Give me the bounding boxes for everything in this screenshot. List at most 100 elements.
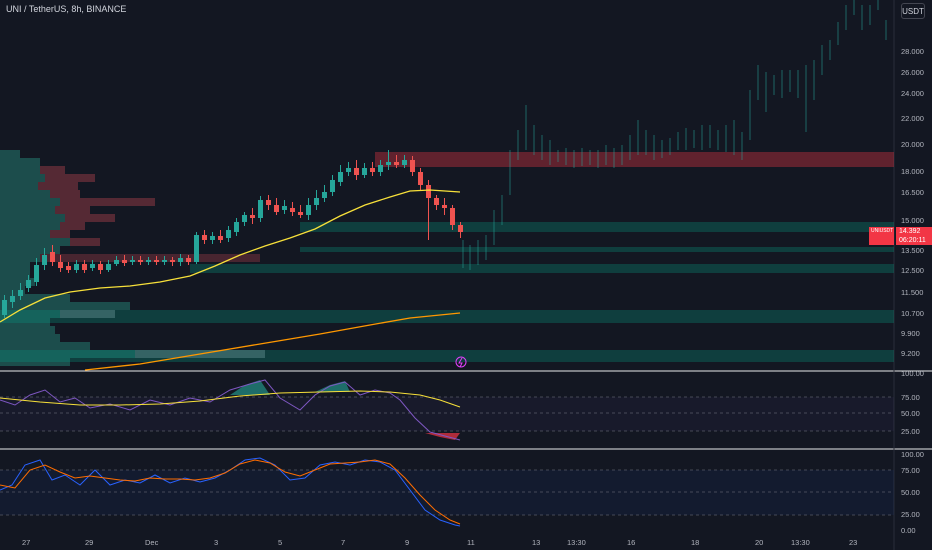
time-axis-label: 27 bbox=[22, 538, 31, 547]
time-axis-label: Dec bbox=[145, 538, 159, 547]
price-axis-label: 20.000 bbox=[901, 140, 924, 149]
price-axis-label: 9.900 bbox=[901, 329, 920, 338]
time-axis-label: 9 bbox=[405, 538, 410, 547]
candle-body bbox=[122, 260, 127, 263]
time-axis-label: 5 bbox=[278, 538, 283, 547]
candle-body bbox=[226, 230, 231, 238]
stoch-axis-label: 25.00 bbox=[901, 510, 920, 519]
price-axis-label: 16.500 bbox=[901, 188, 924, 197]
short-moving-average bbox=[0, 189, 461, 323]
candle-body bbox=[34, 265, 39, 282]
time-axis-label: 7 bbox=[341, 538, 346, 547]
time-axis-label: 11 bbox=[467, 538, 475, 547]
candle-body bbox=[330, 180, 335, 192]
candle-body bbox=[442, 205, 447, 208]
candle-body bbox=[106, 264, 111, 270]
candle-body bbox=[66, 266, 71, 270]
lightning-icon[interactable] bbox=[455, 356, 467, 368]
candle-body bbox=[418, 172, 423, 185]
price-axis-label: 28.000 bbox=[901, 47, 924, 56]
candle-body bbox=[378, 165, 383, 172]
currency-button[interactable]: USDT bbox=[901, 3, 925, 19]
candle-body bbox=[450, 208, 455, 225]
candle-body bbox=[194, 235, 199, 262]
candle-body bbox=[266, 200, 271, 205]
candle-body bbox=[42, 255, 47, 265]
candle-body bbox=[386, 162, 391, 165]
projection-wicks bbox=[462, 0, 887, 270]
candle-body bbox=[370, 168, 375, 172]
candle-body bbox=[282, 206, 287, 210]
candle-body bbox=[202, 235, 207, 240]
candle-body bbox=[98, 264, 103, 270]
candle-body bbox=[138, 260, 143, 262]
candle-body bbox=[130, 260, 135, 262]
support-resistance-zones bbox=[0, 152, 894, 362]
candle-body bbox=[258, 200, 263, 218]
candle-body bbox=[434, 198, 439, 205]
candle-body bbox=[314, 198, 319, 205]
current-price-box: 14.392 06:20:11 bbox=[896, 227, 932, 245]
candle-body bbox=[74, 264, 79, 270]
candle-body bbox=[298, 212, 303, 215]
time-axis-label: 13 bbox=[532, 538, 541, 547]
price-axis-label: 11.500 bbox=[901, 288, 924, 297]
candle-body bbox=[154, 260, 159, 262]
candle-body bbox=[218, 236, 223, 240]
candle-body bbox=[250, 215, 255, 218]
candle-body bbox=[322, 192, 327, 198]
time-axis-label: 29 bbox=[85, 538, 94, 547]
candle-body bbox=[338, 172, 343, 182]
price-axis-label: 15.000 bbox=[901, 216, 924, 225]
candle-body bbox=[242, 215, 247, 222]
candle-body bbox=[458, 225, 463, 232]
candle-body bbox=[178, 258, 183, 262]
candle-body bbox=[18, 290, 23, 296]
time-axis-label: 18 bbox=[691, 538, 700, 547]
countdown-timer: 06:20:11 bbox=[899, 237, 926, 244]
price-axis-label: 24.000 bbox=[901, 89, 924, 98]
current-symbol: UNIUSDT bbox=[871, 228, 894, 234]
candle-body bbox=[346, 168, 351, 172]
price-axis-label: 22.000 bbox=[901, 114, 924, 123]
long-moving-average bbox=[84, 312, 461, 371]
candle-body bbox=[306, 205, 311, 215]
rsi-panel bbox=[0, 379, 894, 441]
candle-body bbox=[114, 260, 119, 264]
stoch-axis-label: 0.00 bbox=[901, 526, 916, 535]
candle-body bbox=[58, 262, 63, 268]
current-price-tag: UNIUSDT bbox=[869, 227, 894, 245]
time-axis-label: 23 bbox=[849, 538, 858, 547]
time-axis-label: 13:30 bbox=[567, 538, 586, 547]
candlesticks bbox=[2, 150, 463, 318]
candle-body bbox=[162, 260, 167, 262]
candle-body bbox=[290, 208, 295, 212]
symbol-title[interactable]: UNI / TetherUS, 8h, BINANCE bbox=[6, 4, 127, 14]
candle-body bbox=[26, 280, 31, 288]
price-axis-label: 18.000 bbox=[901, 167, 924, 176]
candle-body bbox=[170, 260, 175, 262]
candle-body bbox=[274, 205, 279, 212]
candle-body bbox=[186, 258, 191, 262]
candle-body bbox=[234, 222, 239, 232]
current-price: 14.392 bbox=[899, 228, 921, 235]
rsi-axis-label: 100.00 bbox=[901, 369, 924, 378]
candle-body bbox=[90, 264, 95, 268]
candle-body bbox=[146, 260, 151, 262]
stoch-axis-label: 50.00 bbox=[901, 488, 920, 497]
time-axis-label: 16 bbox=[627, 538, 636, 547]
price-axis-label: 9.200 bbox=[901, 349, 920, 358]
candle-body bbox=[10, 296, 15, 302]
candle-body bbox=[402, 160, 407, 165]
price-axis-label: 13.500 bbox=[901, 246, 924, 255]
candle-body bbox=[426, 185, 431, 198]
price-axis-label: 26.000 bbox=[901, 68, 924, 77]
price-axis-label: 12.500 bbox=[901, 266, 924, 275]
rsi-axis-label: 75.00 bbox=[901, 393, 920, 402]
candle-body bbox=[50, 252, 55, 262]
candle-body bbox=[394, 162, 399, 165]
price-axis-label: 10.700 bbox=[901, 309, 924, 318]
stoch-axis-label: 75.00 bbox=[901, 466, 920, 475]
stoch-rsi-panel bbox=[0, 457, 894, 527]
